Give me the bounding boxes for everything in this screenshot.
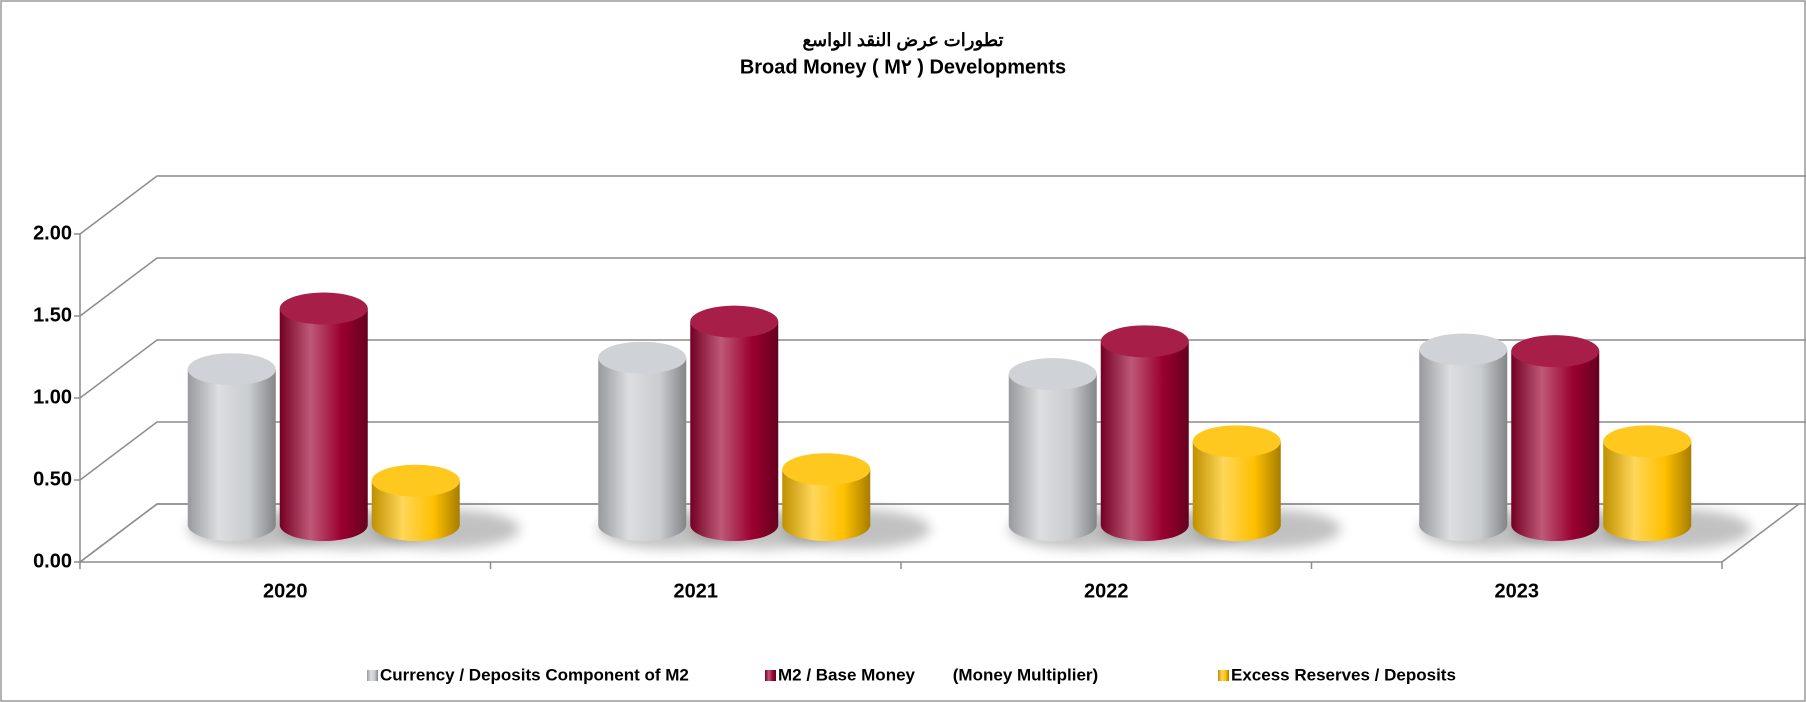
y-tick-label: 1.00 <box>33 386 72 408</box>
bar <box>1100 341 1189 541</box>
chart-subtitle: Broad Money ( M٢ ) Developments <box>740 56 1066 78</box>
legend-label: M2 / Base Money (Money Multiplier) <box>778 665 1098 684</box>
x-tick-label: 2022 <box>1084 580 1129 602</box>
bar-top <box>598 341 687 374</box>
legend-swatch <box>765 670 776 681</box>
grid-line <box>79 257 1806 317</box>
bar-top <box>279 292 368 325</box>
legend-label: Excess Reserves / Deposits <box>1231 665 1456 684</box>
bar <box>1603 441 1692 541</box>
bar <box>782 469 871 541</box>
y-tick-label: 1.50 <box>33 304 72 326</box>
bar <box>690 321 779 541</box>
grid-line <box>79 339 1806 399</box>
bar-top <box>371 464 460 497</box>
legend-swatch <box>1218 670 1229 681</box>
x-tick-label: 2020 <box>263 580 308 602</box>
bar-top <box>1511 335 1600 368</box>
grid-line <box>79 175 1806 235</box>
bar <box>1511 351 1600 541</box>
bar-top <box>690 305 779 338</box>
bar <box>1419 349 1508 541</box>
bar-top <box>1008 358 1097 391</box>
bar-top <box>1603 425 1692 458</box>
legend-label: Currency / Deposits Component of M2 <box>380 665 689 684</box>
bar <box>279 308 368 541</box>
bar-top <box>187 353 276 386</box>
y-tick-label: 0.00 <box>33 550 72 572</box>
x-tick-label: 2023 <box>1495 580 1540 602</box>
bar <box>187 369 276 541</box>
bar <box>371 480 460 541</box>
bar <box>598 357 687 541</box>
bar-top <box>1192 425 1281 458</box>
y-tick-label: 0.50 <box>33 468 72 490</box>
y-tick-label: 2.00 <box>33 222 72 244</box>
bar-top <box>782 453 871 486</box>
legend-swatch <box>367 670 378 681</box>
grid-line <box>79 421 1806 481</box>
chart-title: تطورات عرض النقد الواسع <box>802 30 1003 51</box>
bar-top <box>1419 333 1508 366</box>
x-tick-label: 2021 <box>674 580 719 602</box>
bar <box>1192 441 1281 541</box>
bar-top <box>1100 325 1189 358</box>
bar <box>1008 374 1097 541</box>
